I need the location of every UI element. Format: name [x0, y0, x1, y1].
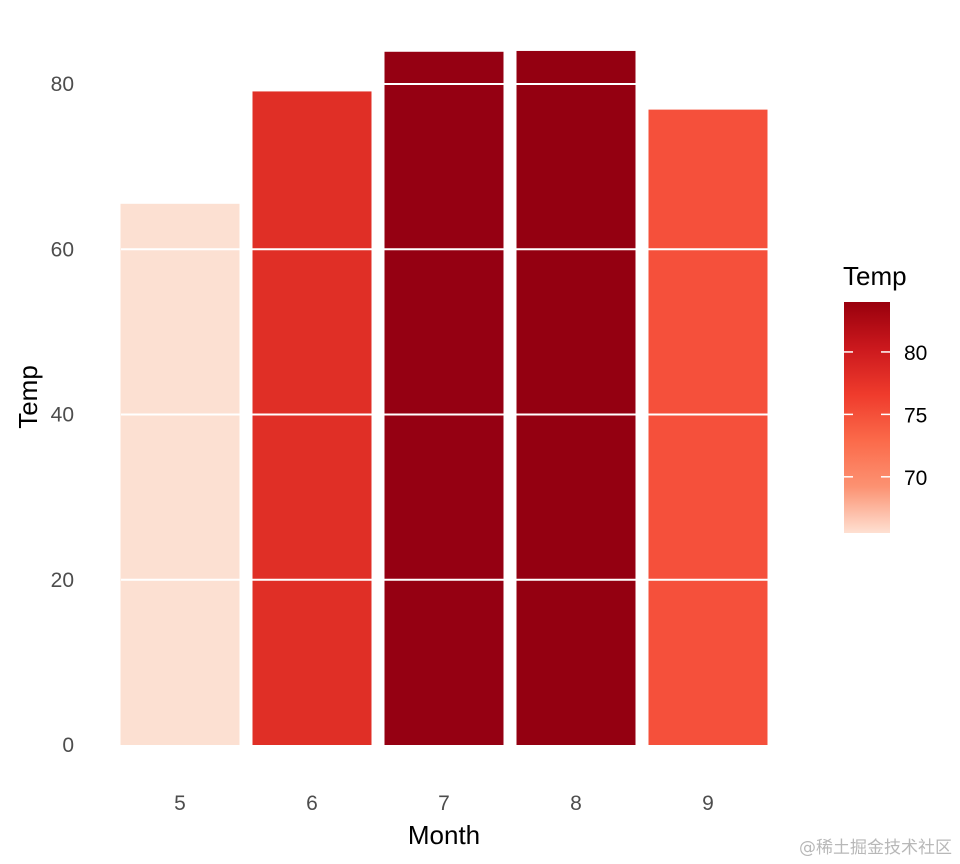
x-tick-label-8: 8	[570, 792, 582, 815]
gridlines	[121, 83, 768, 581]
x-tick-label-5: 5	[174, 792, 186, 815]
legend-title: Temp	[843, 261, 907, 291]
legend-tick-label-70: 70	[904, 467, 927, 490]
watermark: @稀土掘金技术社区	[799, 838, 952, 858]
x-tick-label-9: 9	[702, 792, 714, 815]
legend: Temp 70 75 80	[843, 261, 927, 533]
y-tick-label-20: 20	[51, 569, 74, 592]
bar-month-6	[252, 91, 372, 745]
y-tick-label-40: 40	[51, 404, 74, 427]
bars	[120, 50, 768, 746]
x-tick-label-7: 7	[438, 792, 450, 815]
x-axis-title: Month	[408, 820, 480, 850]
legend-tick-label-80: 80	[904, 342, 927, 365]
x-tick-label-6: 6	[306, 792, 318, 815]
y-tick-label-0: 0	[62, 734, 74, 757]
bar-month-7	[384, 51, 504, 746]
y-tick-label-80: 80	[51, 73, 74, 96]
legend-ticks: 70 75 80	[844, 342, 927, 490]
legend-colorbar	[844, 302, 890, 533]
y-axis-title: Temp	[13, 365, 43, 429]
x-axis-ticks: 5 6 7 8 9	[174, 792, 714, 815]
bar-month-8	[516, 50, 636, 745]
legend-tick-label-75: 75	[904, 404, 927, 427]
y-tick-label-60: 60	[51, 238, 74, 261]
bar-month-9	[648, 109, 768, 745]
bar-month-5	[120, 203, 240, 745]
y-axis-ticks: 0 20 40 60 80	[51, 73, 74, 757]
